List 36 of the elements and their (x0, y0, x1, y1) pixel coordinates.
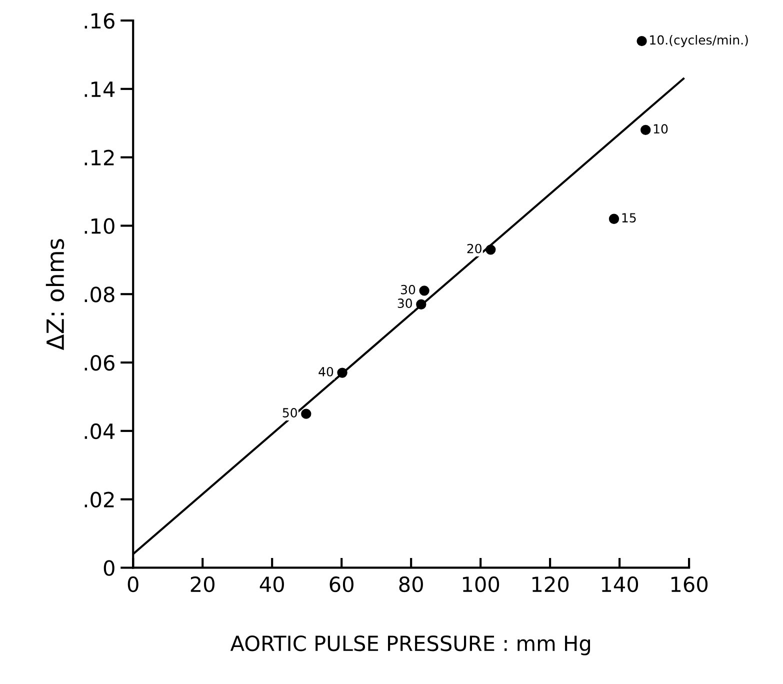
x-axis-title: AORTIC PULSE PRESSURE : mm Hg (230, 635, 590, 656)
x-tick-label: 120 (532, 576, 569, 592)
y-axis-title: ΔZ: ohms (46, 239, 64, 350)
annotation: 10 (654, 124, 668, 134)
annotation: 30 (398, 298, 412, 308)
x-tick-label: 20 (190, 576, 214, 592)
x-tick-label: 160 (671, 576, 708, 592)
annotation: 40 (318, 366, 334, 376)
y-tick-label: .02 (84, 492, 114, 508)
annotation: 50 (282, 408, 297, 418)
point (608, 214, 620, 224)
y-tick-label: .16 (84, 12, 114, 29)
point (337, 368, 348, 378)
annotation: 15 (622, 213, 636, 223)
point (419, 286, 430, 296)
y-tick-label: .14 (84, 82, 115, 97)
x-tick-label: 100 (462, 576, 500, 592)
annotation: 10.(cycles/min.) (650, 34, 748, 48)
y-tick-label: .08 (84, 286, 114, 302)
x-tick-label: 0 (128, 576, 138, 592)
annotation: 30 (400, 284, 416, 294)
point (486, 244, 496, 255)
annotation: 20 (467, 244, 482, 254)
y-tick-label: .06 (84, 354, 114, 371)
x-tick-label: 60 (330, 576, 354, 592)
point (416, 299, 426, 310)
y-tick-label: 0 (104, 560, 114, 576)
y-tick-label: .04 (84, 423, 115, 440)
x-tick-label: 40 (260, 576, 284, 592)
x-tick-label: 80 (399, 576, 423, 592)
x-tick-label: 140 (602, 576, 638, 592)
y-tick-label: .12 (84, 150, 114, 166)
point (301, 408, 312, 419)
y-tick-label: .10 (84, 218, 114, 234)
point (640, 124, 651, 136)
point (636, 36, 647, 46)
